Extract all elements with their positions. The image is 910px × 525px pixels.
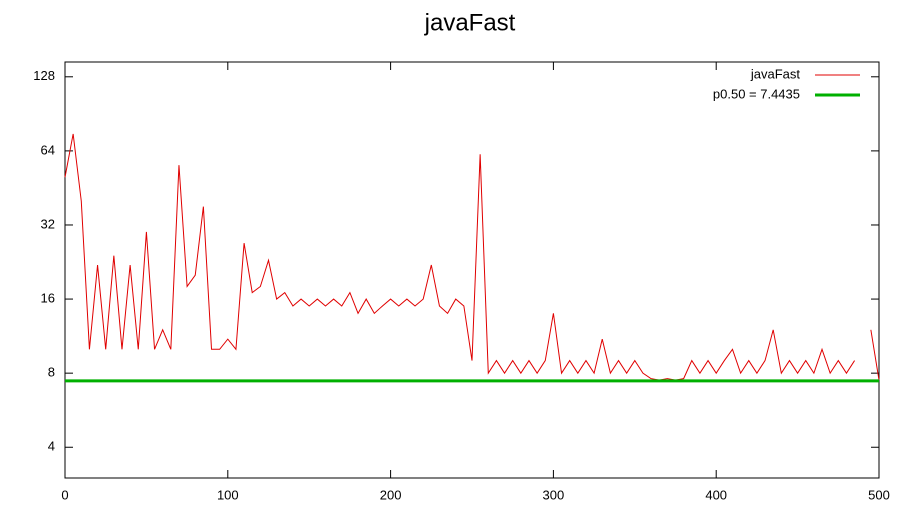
x-tick-label: 200: [380, 487, 402, 502]
y-tick-label: 4: [48, 439, 55, 454]
x-tick-label: 0: [61, 487, 68, 502]
legend-label: p0.50 = 7.4435: [713, 86, 800, 101]
y-tick-label: 16: [41, 291, 55, 306]
x-tick-label: 300: [543, 487, 565, 502]
x-tick-label: 500: [868, 487, 890, 502]
x-tick-label: 100: [217, 487, 239, 502]
x-tick-label: 400: [705, 487, 727, 502]
y-tick-label: 64: [41, 142, 55, 157]
y-tick-label: 8: [48, 365, 55, 380]
plot-frame: [64, 61, 880, 479]
legend-label: javaFast: [750, 66, 801, 81]
y-tick-label: 32: [41, 216, 55, 231]
y-tick-label: 128: [33, 68, 55, 83]
data-line: [64, 133, 880, 381]
chart-title: javaFast: [424, 9, 516, 36]
